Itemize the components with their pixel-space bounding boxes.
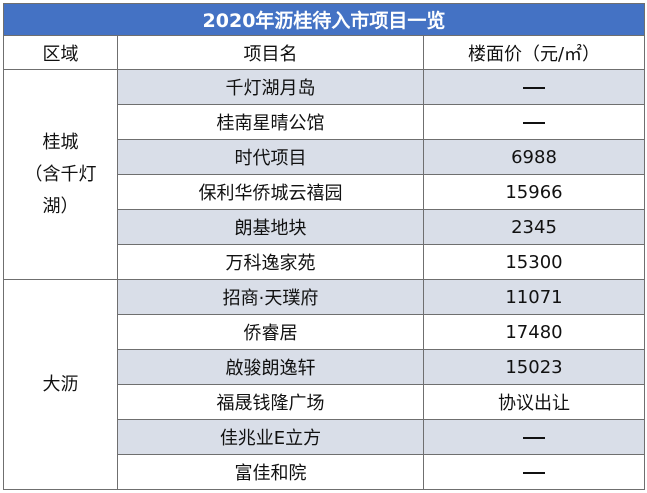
header-price: 楼面价（元/㎡）	[423, 35, 645, 70]
price-value: 15300	[423, 244, 645, 280]
table-row: 侨睿居 17480	[4, 314, 645, 350]
project-name: 朗基地块	[117, 209, 424, 245]
project-table: 2020年沥桂待入市项目一览 区域 项目名 楼面价（元/㎡） 桂城 （含千灯 湖…	[3, 3, 645, 490]
region-line: （含千灯	[24, 163, 97, 185]
region-line: 桂城	[42, 131, 79, 153]
price-cell: —	[423, 69, 645, 105]
dash-mark	[523, 121, 545, 124]
price-cell: —	[423, 104, 645, 140]
table-row: 时代项目 6988	[4, 139, 645, 175]
price-value: 11071	[423, 279, 645, 315]
project-name: 佳兆业E立方	[117, 419, 424, 455]
project-name: 侨睿居	[117, 314, 424, 350]
project-name: 福晟钱隆广场	[117, 384, 424, 420]
table-row: 佳兆业E立方 —	[4, 419, 645, 455]
dash-mark	[523, 86, 545, 89]
table-row: 桂南星晴公馆 —	[4, 104, 645, 140]
dash-mark	[523, 436, 545, 439]
header-project: 项目名	[117, 35, 424, 70]
price-value: 15023	[423, 349, 645, 385]
region-cell-dali: 大沥	[3, 279, 118, 490]
price-value: 协议出让	[423, 384, 645, 420]
table-row: 朗基地块 2345	[4, 209, 645, 245]
header-row: 区域 项目名 楼面价（元/㎡）	[3, 35, 645, 70]
project-name: 万科逸家苑	[117, 244, 424, 280]
project-name: 保利华侨城云禧园	[117, 174, 424, 210]
price-value: 6988	[423, 139, 645, 175]
price-value: 2345	[423, 209, 645, 245]
project-table-container: 2020年沥桂待入市项目一览 区域 项目名 楼面价（元/㎡） 桂城 （含千灯 湖…	[3, 3, 645, 490]
region-line: 湖）	[42, 195, 79, 217]
table-row: 大沥 招商·天璞府 11071	[3, 279, 645, 490]
region-line: 大沥	[42, 373, 79, 395]
price-value: 17480	[423, 314, 645, 350]
price-cell: —	[423, 419, 645, 455]
price-value: 15966	[423, 174, 645, 210]
project-name: 千灯湖月岛	[117, 69, 424, 105]
table-row: 富佳和院 —	[4, 454, 645, 490]
table-row: 保利华侨城云禧园 15966	[4, 174, 645, 210]
header-region: 区域	[3, 35, 118, 70]
project-name: 啟骏朗逸轩	[117, 349, 424, 385]
table-title: 2020年沥桂待入市项目一览	[3, 3, 645, 36]
dash-mark	[523, 471, 545, 474]
project-name: 时代项目	[117, 139, 424, 175]
table-row: 福晟钱隆广场 协议出让	[4, 384, 645, 420]
region-cell-guicheng: 桂城 （含千灯 湖）	[3, 69, 118, 280]
project-name: 招商·天璞府	[117, 279, 424, 315]
table-row: 桂城 （含千灯 湖） 千灯湖月岛 —	[3, 69, 645, 280]
project-name: 富佳和院	[117, 454, 424, 490]
project-name: 桂南星晴公馆	[117, 104, 424, 140]
price-cell: —	[423, 454, 645, 490]
